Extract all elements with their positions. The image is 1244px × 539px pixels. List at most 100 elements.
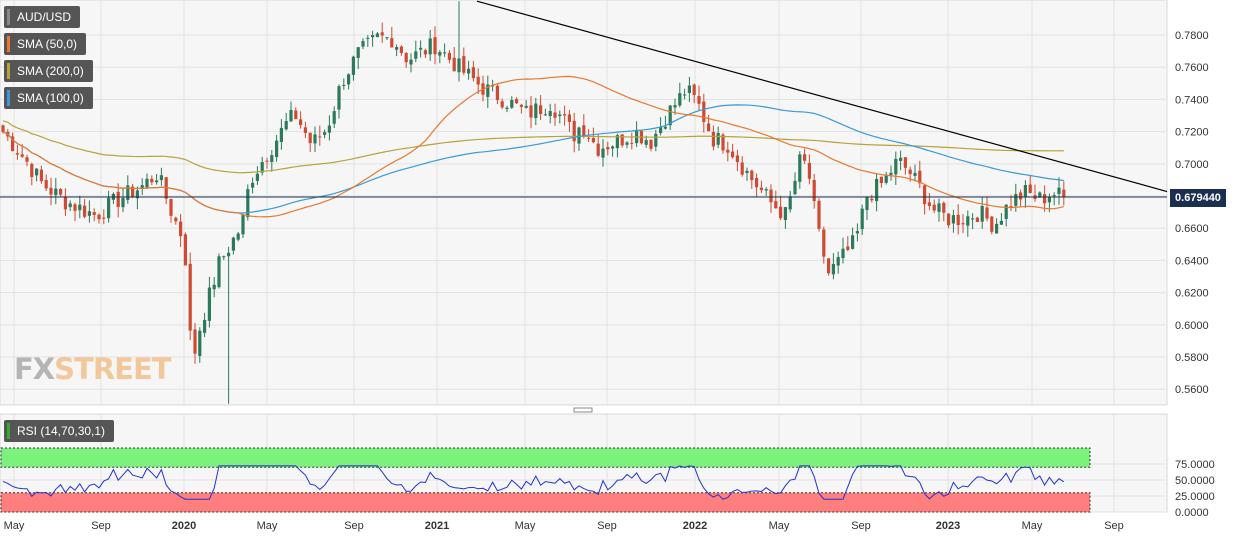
candle-body xyxy=(471,67,475,79)
candle-body xyxy=(159,175,163,181)
y-tick-label: 0.6000 xyxy=(1175,320,1209,332)
candle-body xyxy=(39,169,43,182)
candle-body xyxy=(78,204,82,211)
candle-body xyxy=(294,110,298,120)
candle-body xyxy=(558,114,562,117)
candle-body xyxy=(846,246,850,250)
candle-body xyxy=(860,208,864,230)
candle-body xyxy=(1023,185,1027,198)
candle-body xyxy=(1,125,5,132)
candle-body xyxy=(457,58,461,73)
candle-body xyxy=(323,132,327,135)
candle-body xyxy=(318,136,322,138)
candle-body xyxy=(83,205,87,217)
candle-body xyxy=(913,172,917,176)
candle-body xyxy=(1062,189,1066,197)
candle-body xyxy=(942,202,946,213)
candle-body xyxy=(615,135,619,149)
candle-body xyxy=(443,52,447,54)
candle-body xyxy=(678,93,682,106)
x-tick-label: May xyxy=(4,520,25,532)
candle-body xyxy=(731,151,735,158)
candle-body xyxy=(505,107,509,110)
current-price-tag: 0.679440 xyxy=(1170,189,1226,207)
candle-body xyxy=(236,233,240,240)
candle-body xyxy=(63,196,67,210)
candle-body xyxy=(841,248,845,259)
candle-body xyxy=(227,252,231,257)
x-tick-label: May xyxy=(257,520,278,532)
candle-body xyxy=(716,132,720,145)
y-tick-label: 0.7400 xyxy=(1175,94,1209,106)
candle-body xyxy=(750,170,754,181)
fxstreet-logo: FXSTREET xyxy=(14,352,172,386)
candle-body xyxy=(879,176,883,184)
candle-body xyxy=(135,190,139,199)
candle-body xyxy=(870,198,874,201)
candle-body xyxy=(351,56,355,75)
candle-body xyxy=(956,214,960,225)
candle-body xyxy=(918,170,922,184)
x-tick-label: May xyxy=(769,520,790,532)
candle-body xyxy=(788,196,792,210)
candle-body xyxy=(831,263,835,275)
candle-body xyxy=(711,131,715,147)
candle-body xyxy=(212,284,216,290)
legend-sma200-text: SMA (200,0) xyxy=(17,64,84,78)
candle-body xyxy=(582,125,586,136)
candle-body xyxy=(399,46,403,53)
candle-body xyxy=(663,126,667,129)
candle-body xyxy=(683,94,687,96)
candle-body xyxy=(812,180,816,202)
candle-body xyxy=(174,217,178,222)
candle-body xyxy=(975,217,979,223)
legend-sma200[interactable]: SMA (200,0) xyxy=(4,60,93,82)
candle-body xyxy=(87,211,91,216)
candle-body xyxy=(409,59,413,65)
candle-body xyxy=(44,180,48,189)
x-tick-label: Sep xyxy=(344,520,364,532)
candle-body xyxy=(246,189,250,218)
candle-body xyxy=(745,170,749,173)
candle-body xyxy=(951,215,955,224)
candle-body xyxy=(1052,195,1056,197)
candle-body xyxy=(769,189,773,203)
legend-symbol[interactable]: AUD/USD xyxy=(4,6,81,28)
candle-body xyxy=(366,37,370,39)
candle-body xyxy=(889,172,893,175)
y-tick-label: 0.7800 xyxy=(1175,30,1209,42)
candle-body xyxy=(116,191,120,207)
candle-body xyxy=(620,134,624,146)
pane-resize-handle[interactable] xyxy=(573,407,593,413)
candle-body xyxy=(308,132,312,144)
candle-body xyxy=(68,203,72,208)
candle-body xyxy=(721,134,725,151)
candle-body xyxy=(510,100,514,108)
rsi-line xyxy=(2,465,1065,500)
candle-body xyxy=(327,125,331,133)
candle-body xyxy=(419,47,423,50)
candle-body xyxy=(673,105,677,108)
candle-body xyxy=(726,149,730,153)
candle-body xyxy=(102,217,106,219)
candle-body xyxy=(966,216,970,226)
x-tick-label: 2021 xyxy=(425,520,449,532)
candle-body xyxy=(217,256,221,288)
y-tick-label: 0.6200 xyxy=(1175,288,1209,300)
candle-body xyxy=(990,216,994,232)
candle-body xyxy=(577,127,581,144)
candle-body xyxy=(572,120,576,142)
candle-body xyxy=(356,47,360,58)
rsi-oversold-band xyxy=(0,492,1091,513)
legend-symbol-swatch xyxy=(7,9,10,25)
x-tick-label: Sep xyxy=(851,520,871,532)
legend-sma50[interactable]: SMA (50,0) xyxy=(4,33,87,55)
legend-sma100[interactable]: SMA (100,0) xyxy=(4,87,93,109)
candle-body xyxy=(241,215,245,235)
candle-body xyxy=(126,185,130,200)
legend-rsi-text: RSI (14,70,30,1) xyxy=(17,424,106,438)
legend-rsi[interactable]: RSI (14,70,30,1) xyxy=(4,420,115,442)
rsi-tick-label: 75.0000 xyxy=(1175,459,1215,471)
logo-street: STREET xyxy=(54,352,171,386)
